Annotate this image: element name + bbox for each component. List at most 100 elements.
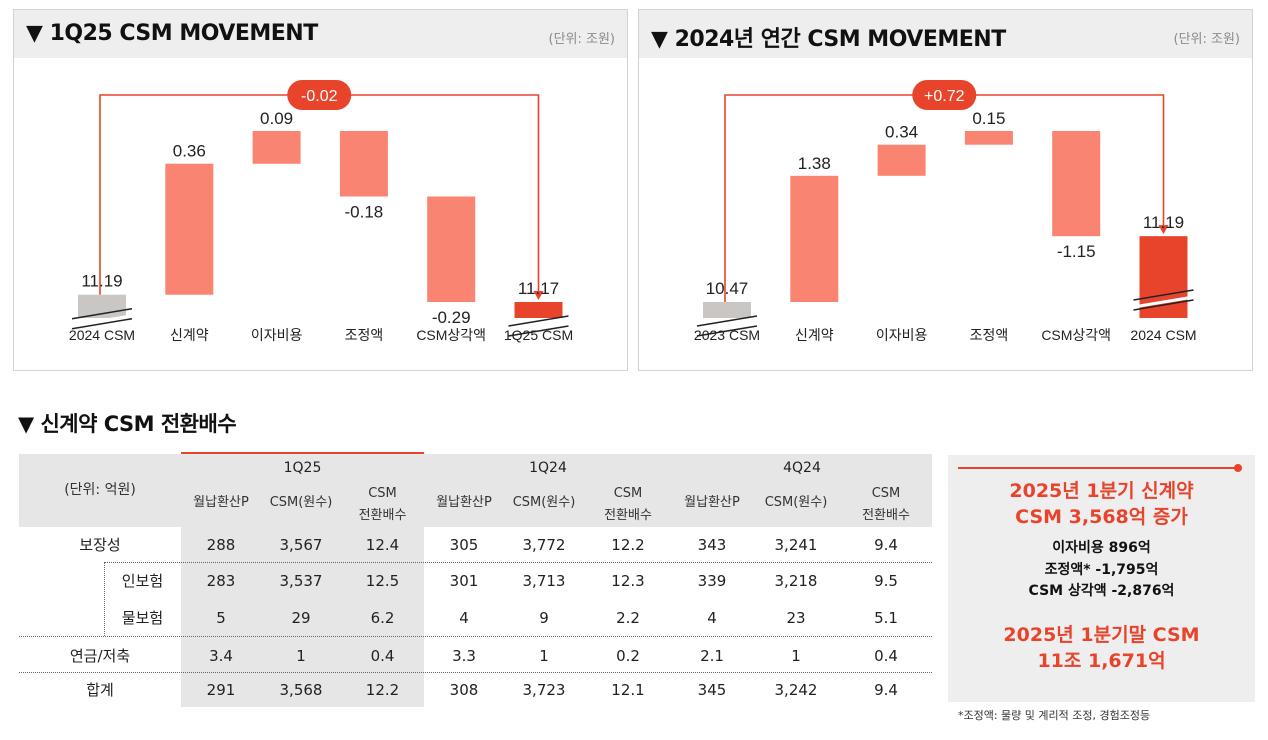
csm-movement-1q25-panel: ▼ 1Q25 CSM MOVEMENT (단위: 조원) -0.02 0.36 0.…	[13, 9, 628, 371]
table-cell: 3,537	[279, 572, 323, 590]
category-label: 조정액	[970, 327, 1009, 343]
axis-break-mark	[508, 315, 569, 327]
summary-closing: 11조 1,671억	[1037, 650, 1166, 672]
table-cell: 9.4	[874, 681, 898, 699]
table-cell: 29	[291, 609, 311, 627]
table-cell: 3.4	[209, 647, 233, 665]
data-label: 11.19	[81, 272, 122, 291]
bar-delta	[427, 196, 476, 302]
period-header-4q24: 4Q24	[783, 460, 821, 476]
table-cell: 6.2	[370, 609, 395, 627]
col-head-csm: CSM(원수)	[512, 495, 576, 510]
csm-movement-2024-panel: ▼ 2024년 연간 CSM MOVEMENT (단위: 조원) +0.72 1.…	[638, 9, 1253, 371]
col-head-csm: CSM(원수)	[764, 495, 828, 510]
row-label-protection: 보장성	[79, 536, 121, 554]
table-cell: 343	[697, 536, 727, 554]
table-cell: 3,568	[279, 681, 323, 699]
table-cell: 1	[539, 647, 549, 665]
table-cell: 291	[206, 681, 236, 699]
table-cell: 12.2	[365, 681, 400, 699]
table-header-bg	[19, 454, 932, 527]
table-cell: 345	[697, 681, 727, 699]
category-label: CSM상각액	[1041, 327, 1111, 343]
category-label: 2023 CSM	[694, 327, 760, 343]
col-head-premium: 월납환산P	[436, 495, 492, 510]
data-label: 0.15	[972, 109, 1005, 128]
table-cell: 4	[707, 609, 717, 627]
table-cell: 9.5	[874, 572, 898, 590]
table-cell: 3,218	[774, 572, 818, 590]
bar-delta	[964, 131, 1013, 145]
waterfall-chart-2024: +0.72 1.38 0.34 0.15 -1.15 10.47 11.19 2023 CSM…	[694, 80, 1197, 343]
data-label: 0.36	[173, 142, 206, 161]
table-cell: 2.1	[700, 647, 724, 665]
row-divider	[104, 562, 932, 563]
category-label: 신계약	[170, 327, 209, 343]
summary-headline: CSM 3,568억 증가	[1015, 506, 1188, 528]
axis-break-mark	[696, 325, 758, 337]
bar-end	[514, 302, 563, 318]
category-label: 이자비용	[251, 327, 303, 343]
bar-delta	[339, 131, 388, 197]
period-header-1q24: 1Q24	[529, 460, 567, 476]
table-cell: 12.2	[611, 536, 645, 554]
axis-break-mark	[696, 315, 758, 327]
table-cell: 0.4	[874, 647, 898, 665]
table-cell: 3,567	[279, 536, 323, 554]
change-pill	[287, 80, 352, 110]
data-label: 1.38	[798, 154, 831, 173]
bar-start	[78, 294, 126, 318]
table-unit: (단위: 억원)	[64, 482, 136, 498]
col-head-premium: 월납환산P	[193, 495, 249, 510]
table-cell: 12.3	[611, 572, 645, 590]
table-cell: 12.5	[365, 572, 400, 590]
table-cell: 3,713	[522, 572, 566, 590]
panel-unit: (단위: 조원)	[1173, 32, 1241, 47]
table-cell: 23	[786, 609, 806, 627]
summary-accent-dot	[1234, 464, 1242, 472]
row-label-life: 인보험	[121, 572, 164, 590]
bar-delta	[252, 131, 301, 164]
table-cell: 3,241	[774, 536, 818, 554]
data-label: 10.47	[706, 279, 749, 298]
summary-detail: 조정액* -1,795억	[1044, 562, 1159, 578]
table-cell: 308	[449, 681, 479, 699]
data-label: 0.09	[260, 109, 293, 128]
summary-headline: 2025년 1분기 신계약	[1009, 480, 1194, 502]
axis-break-gap	[1133, 295, 1194, 309]
axis-break-mark	[71, 317, 133, 330]
axis-break-gap	[696, 321, 758, 335]
table-cell: 301	[449, 572, 479, 590]
category-label: 2024 CSM	[1130, 327, 1196, 343]
table-1q25-highlight	[181, 527, 424, 707]
table-cell: 3,723	[522, 681, 566, 699]
summary-closing: 2025년 1분기말 CSM	[1003, 624, 1200, 646]
data-label: 0.34	[885, 123, 918, 142]
row-divider	[19, 636, 932, 637]
change-value: -0.02	[301, 88, 338, 105]
bar-delta	[165, 163, 214, 295]
bar-start	[703, 302, 751, 318]
table-cell: 3,772	[522, 536, 566, 554]
table-cell: 339	[697, 572, 727, 590]
category-label: 2024 CSM	[69, 327, 135, 343]
change-pill	[912, 80, 977, 110]
change-arrowhead	[1158, 225, 1169, 235]
summary-detail: 이자비용 896억	[1052, 540, 1151, 556]
summary-detail: CSM 상각액 -2,876억	[1028, 583, 1175, 599]
category-label: 이자비용	[876, 327, 928, 343]
axis-break-gap	[508, 321, 569, 335]
bar-delta	[877, 144, 926, 176]
table-cell: 3,242	[774, 681, 818, 699]
table-1q25-accent-line	[181, 452, 424, 454]
axis-break-mark	[1133, 299, 1194, 311]
axis-break-mark	[508, 325, 569, 337]
category-label: CSM상각액	[416, 327, 486, 343]
summary-accent-line	[958, 467, 1238, 469]
table-cell: 5	[216, 609, 226, 627]
table-cell: 4	[459, 609, 469, 627]
bar-delta	[1052, 131, 1101, 237]
axis-break-gap	[71, 314, 133, 328]
axis-break-mark	[71, 307, 133, 320]
table-cell: 2.2	[616, 609, 640, 627]
